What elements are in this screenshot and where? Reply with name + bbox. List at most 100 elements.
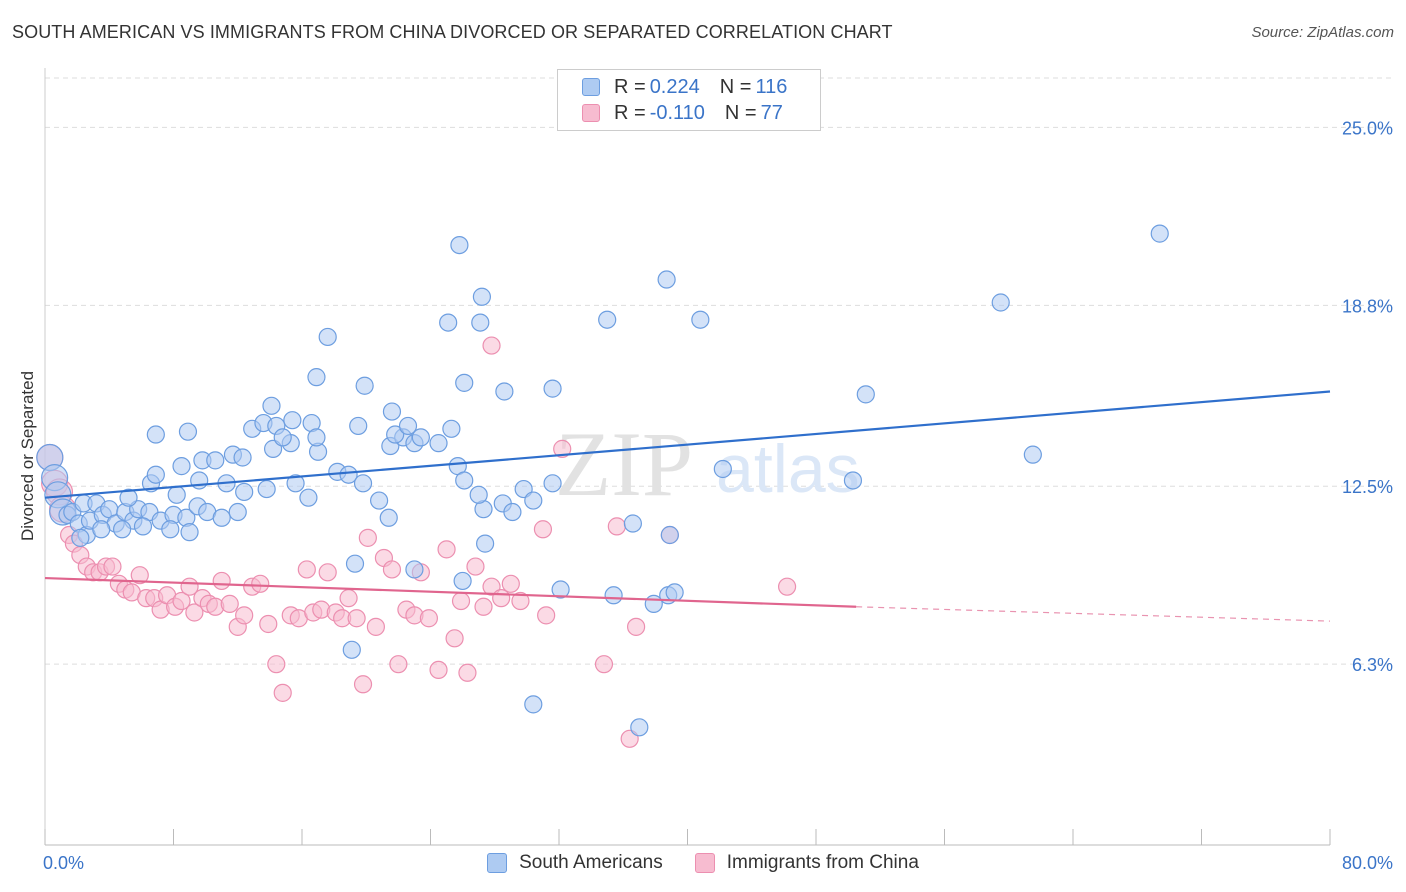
data-point-south-americans (660, 525, 679, 545)
data-point-south-americans (623, 514, 642, 533)
data-point-south-americans (345, 554, 365, 573)
chart-title: SOUTH AMERICAN VS IMMIGRANTS FROM CHINA … (12, 22, 893, 42)
data-point-immigrants-from-china (130, 566, 149, 585)
data-point-south-americans (379, 508, 398, 527)
data-point-south-americans (382, 402, 402, 421)
data-point-south-americans (92, 520, 111, 539)
data-point-south-americans (455, 373, 474, 392)
data-point-south-americans (299, 488, 318, 507)
data-point-immigrants-from-china (273, 683, 292, 702)
data-point-immigrants-from-china (607, 517, 626, 536)
legend-swatch-blue (582, 78, 600, 96)
trend-lines (44, 390, 1331, 622)
legend-n-value: 77 (760, 101, 783, 124)
data-point-immigrants-from-china (533, 520, 553, 539)
data-point-immigrants-from-china (347, 609, 366, 628)
data-point-south-americans (228, 502, 247, 522)
watermark-zip: ZIP (555, 413, 693, 515)
data-point-south-americans (524, 695, 543, 714)
data-point-south-americans (386, 425, 405, 444)
bottom-legend-label: South Americans (519, 852, 663, 873)
data-point-south-americans (476, 534, 495, 553)
data-point-immigrants-from-china (389, 655, 408, 674)
data-point-south-americans (353, 474, 373, 493)
grid-lines (45, 77, 1395, 665)
data-point-immigrants-from-china (451, 591, 471, 611)
data-point-south-americans (665, 583, 684, 602)
data-point-south-americans (283, 411, 302, 430)
data-point-immigrants-from-china (777, 577, 797, 596)
data-point-immigrants-from-china (445, 629, 464, 648)
data-point-south-americans (349, 416, 368, 436)
legend-r-label: R = (614, 101, 646, 124)
data-point-south-americans (524, 491, 543, 510)
data-point-immigrants-from-china (466, 557, 485, 576)
data-point-south-americans (146, 425, 165, 444)
bottom-legend-immigrants-from-china: Immigrants from China (694, 852, 919, 874)
data-point-immigrants-from-china (259, 614, 278, 634)
y-axis-label: Divorced or Separated (18, 371, 37, 541)
data-point-south-americans (657, 270, 676, 289)
data-point-south-americans (598, 310, 617, 329)
data-point-south-americans (856, 385, 875, 404)
data-point-immigrants-from-china (492, 589, 511, 608)
data-point-immigrants-from-china (474, 597, 493, 616)
trend-line-immigrants-from-china-extension (856, 606, 1331, 622)
data-point-south-americans (212, 508, 231, 527)
data-point-south-americans (691, 310, 710, 329)
data-point-immigrants-from-china (297, 560, 316, 579)
legend-r-value: 0.224 (649, 75, 700, 98)
data-point-south-americans (71, 528, 90, 547)
data-point-south-americans (119, 488, 138, 507)
data-point-south-americans (411, 428, 430, 447)
legend: R = 0.224 N = 116 R = -0.110 N = 77 (557, 69, 821, 131)
y-tick-label: 18.8% (1342, 296, 1393, 316)
data-point-south-americans (370, 491, 389, 510)
y-tick-label: 12.5% (1342, 477, 1393, 497)
trend-line-immigrants-from-china (44, 576, 857, 608)
data-point-immigrants-from-china (220, 594, 239, 613)
data-point-immigrants-from-china (318, 563, 337, 582)
data-point-south-americans (1150, 224, 1169, 243)
y-tick-label: 25.0% (1342, 118, 1393, 138)
data-point-south-americans (318, 327, 337, 347)
watermark-atlas: atlas (716, 431, 860, 507)
data-point-south-americans (442, 419, 461, 438)
data-point-south-americans (453, 571, 472, 591)
source-label: Source: ZipAtlas.com (1251, 24, 1394, 41)
legend-row-immigrants-from-china: R = -0.110 N = 77 (582, 100, 787, 126)
data-point-south-americans (469, 485, 488, 504)
legend-n-label: N = (719, 75, 752, 98)
data-point-south-americans (405, 560, 424, 579)
data-point-south-americans (112, 520, 132, 539)
data-point-immigrants-from-china (103, 557, 122, 576)
data-point-south-americans (339, 465, 358, 484)
data-point-immigrants-from-china (339, 589, 358, 608)
bottom-legend-label: Immigrants from China (726, 852, 919, 873)
data-point-immigrants-from-china (511, 591, 530, 611)
data-point-south-americans (472, 287, 491, 306)
data-point-south-americans (630, 718, 649, 737)
data-point-south-americans (471, 313, 490, 332)
data-point-south-americans (543, 474, 562, 493)
data-point-immigrants-from-china (172, 591, 191, 611)
legend-r-value: -0.110 (649, 101, 705, 124)
data-point-south-americans (843, 471, 863, 490)
data-point-immigrants-from-china (594, 655, 614, 674)
data-point-immigrants-from-china (553, 439, 572, 458)
data-point-south-americans (172, 457, 191, 476)
data-point-immigrants-from-china (251, 574, 270, 593)
data-point-immigrants-from-china (501, 574, 520, 593)
data-point-south-americans (551, 580, 570, 599)
data-point-south-americans (146, 465, 165, 484)
tick-labels: 6.3% 12.5% 18.8% 25.0% 0.0% 80.0% (43, 118, 1393, 873)
legend-swatch-pink (582, 104, 600, 122)
data-point-south-americans (233, 448, 252, 467)
data-point-south-americans (398, 416, 418, 436)
data-point-south-americans (355, 376, 374, 395)
data-point-south-americans (991, 293, 1010, 312)
data-point-south-americans (180, 523, 199, 542)
data-point-immigrants-from-china (437, 540, 456, 559)
data-point-immigrants-from-china (358, 528, 377, 547)
